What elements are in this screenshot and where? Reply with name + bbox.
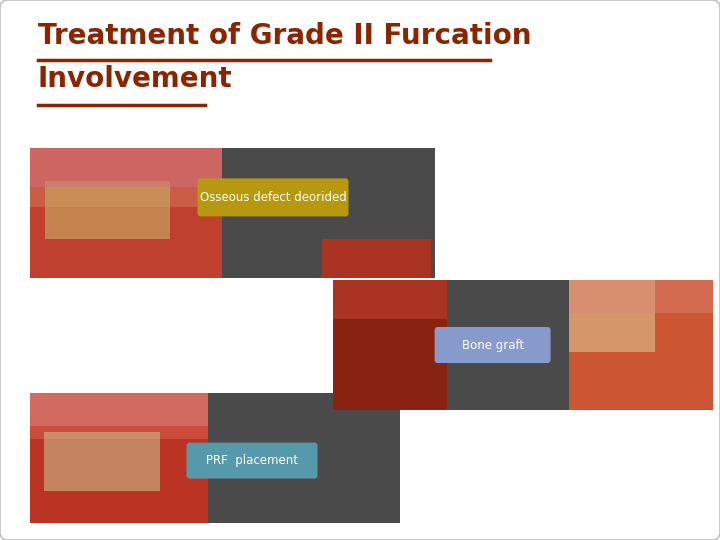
- FancyBboxPatch shape: [45, 180, 171, 239]
- FancyBboxPatch shape: [30, 148, 435, 278]
- FancyBboxPatch shape: [322, 239, 431, 278]
- Text: Involvement: Involvement: [38, 65, 233, 93]
- Text: PRF  placement: PRF placement: [206, 454, 298, 467]
- FancyBboxPatch shape: [30, 393, 207, 438]
- FancyBboxPatch shape: [44, 432, 160, 490]
- FancyBboxPatch shape: [30, 148, 222, 187]
- FancyBboxPatch shape: [333, 280, 447, 319]
- Text: Bone graft: Bone graft: [462, 339, 523, 352]
- Text: Osseous defect deorided: Osseous defect deorided: [199, 191, 346, 204]
- FancyBboxPatch shape: [30, 148, 222, 278]
- FancyBboxPatch shape: [333, 280, 447, 410]
- FancyBboxPatch shape: [569, 280, 713, 410]
- FancyBboxPatch shape: [30, 148, 222, 206]
- FancyBboxPatch shape: [30, 393, 207, 426]
- FancyBboxPatch shape: [197, 178, 348, 217]
- FancyBboxPatch shape: [569, 280, 713, 313]
- FancyBboxPatch shape: [30, 393, 400, 523]
- FancyBboxPatch shape: [30, 393, 207, 523]
- FancyBboxPatch shape: [435, 327, 551, 363]
- FancyBboxPatch shape: [569, 280, 655, 352]
- FancyBboxPatch shape: [333, 280, 713, 410]
- Text: Treatment of Grade II Furcation: Treatment of Grade II Furcation: [38, 22, 531, 50]
- FancyBboxPatch shape: [186, 443, 318, 478]
